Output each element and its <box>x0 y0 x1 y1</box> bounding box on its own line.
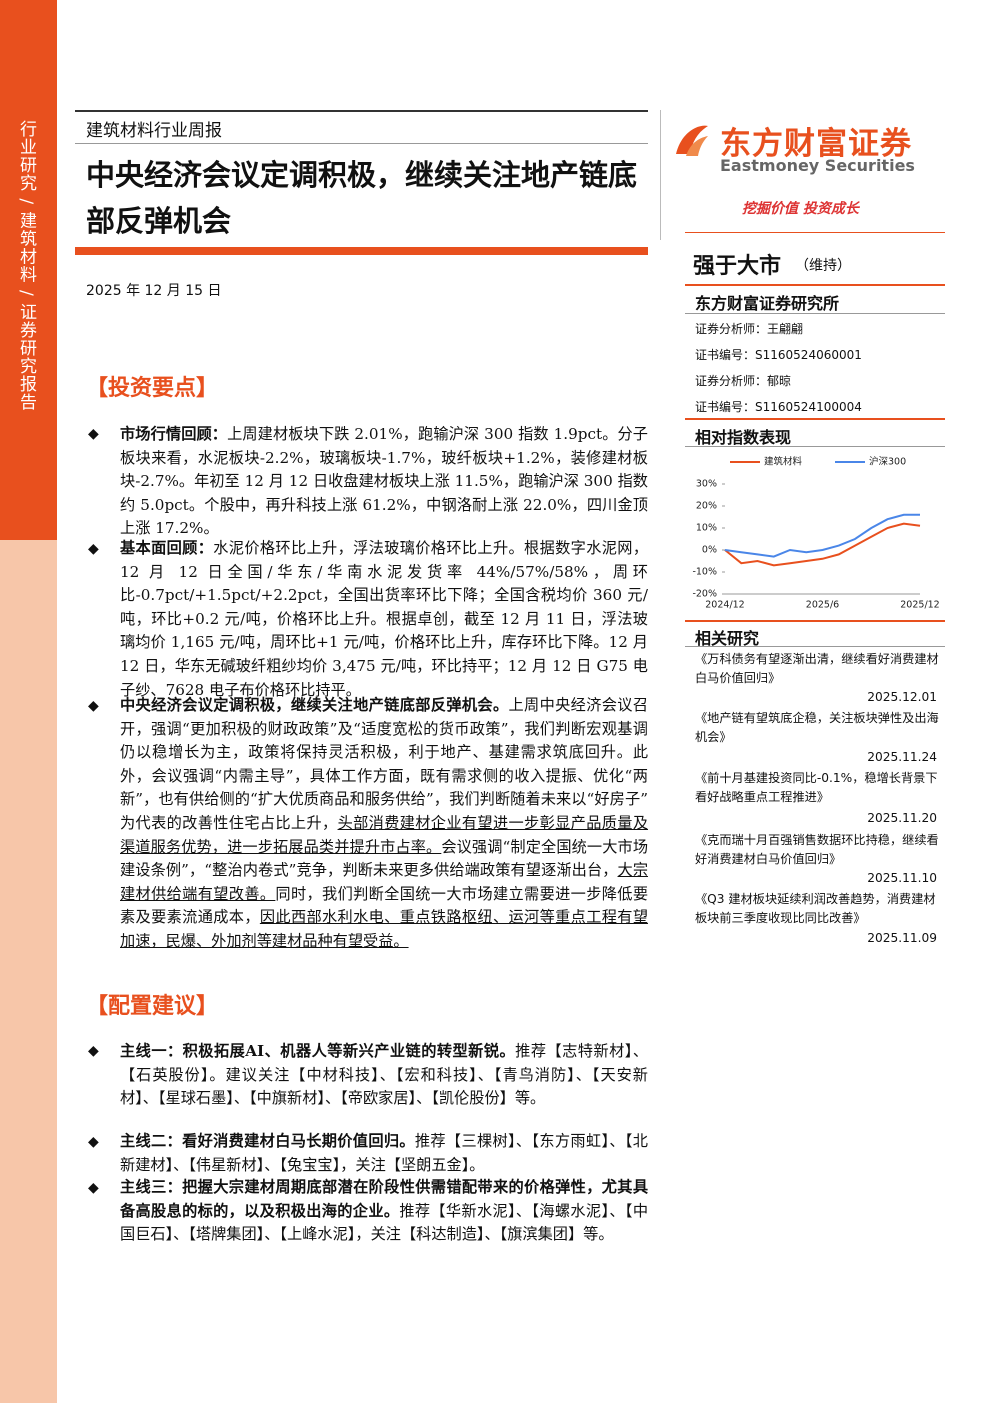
lead: 主线一：积极拓展AI、机器人等新兴产业链的转型新锐。 <box>120 1042 516 1060</box>
related-title: 《Q3 建材板块延续利润改善趋势，消费建材板块前三季度收现比同比改善》 <box>695 892 936 925</box>
role: 证书编号： <box>695 348 756 362</box>
x-tick-label: 2024/12 <box>705 600 744 611</box>
rule <box>685 646 945 647</box>
lead: 主线二：看好消费建材白马长期价值回归。 <box>120 1132 415 1150</box>
chart: -20% -10% 0% 10% 20% 30% 2024/12 2025/6 2025/12 建… <box>692 456 939 611</box>
body-highlight: 大宗建材供给端有望改善。 <box>120 861 649 903</box>
body: 水泥价格环比上升，浮法玻璃价格环比上升。根据数字水泥网，12 月 12 日全国/… <box>120 539 649 699</box>
lead: 基本面回顾： <box>120 539 214 557</box>
related-title: 《地产链有望筑底企稳，关注板块弹性及出海机会》 <box>695 711 939 744</box>
legend-label: 沪深300 <box>869 456 906 468</box>
bullet: ◆ <box>88 698 99 714</box>
sidebar <box>0 0 57 540</box>
suggestion: 主线三：把握大宗建材周期底部潜在阶段性供需错配带来的价格弹性，尤其具备高股息的标… <box>120 1176 648 1247</box>
divider <box>660 110 661 240</box>
point: 基本面回顾：水泥价格环比上升，浮法玻璃价格环比上升。根据数字水泥网，12 月 1… <box>120 537 648 702</box>
section-heading: 【配置建议】 <box>86 993 219 1019</box>
legend-label: 建筑材料 <box>764 456 803 468</box>
lead: 主线三：把握大宗建材周期底部潜在阶段性供需错配带来的价格弹性，尤其具备高股息的标… <box>120 1178 648 1220</box>
report-date: 2025 年 12 月 15 日 <box>86 283 222 299</box>
rule <box>685 446 945 447</box>
section-heading: 【投资要点】 <box>86 375 219 401</box>
related-date: 2025.11.20 <box>867 811 937 825</box>
value: S1160524060001 <box>755 348 862 362</box>
rating: 强于大市 <box>693 254 782 279</box>
related-date: 2025.11.24 <box>867 750 937 764</box>
y-tick-label: 30% <box>696 479 717 490</box>
role: 证书编号： <box>695 400 756 414</box>
y-tick-label: 10% <box>696 523 717 534</box>
body: 上周中央经济会议召开，强调“更加积极的财政政策”及“适度宽松的货币政策”，我们判… <box>120 696 649 832</box>
related-date: 2025.12.01 <box>867 690 937 704</box>
logo-icon <box>676 125 708 156</box>
y-tick-label: 0% <box>702 545 717 556</box>
analyst: 证券分析师：王翩翩 <box>695 320 803 337</box>
body: 推荐【三棵树】、【东方雨虹】、【北新建材】、【伟星新材】、【兔宝宝】，关注【坚朗… <box>120 1132 648 1174</box>
related-heading: 相关研究 <box>695 629 760 648</box>
body-highlight: 头部消费建材企业有望进一步彰显产品质量及渠道服务优势，进一步拓展品类并提升市占率… <box>120 813 649 856</box>
lead: 中央经济会议定调积极，继续关注地产链底部反弹机会。 <box>120 696 509 714</box>
series-line <box>724 513 920 558</box>
x-tick-label: 2025/6 <box>806 600 839 611</box>
bullet: ◆ <box>88 1134 99 1150</box>
body: 会议强调“制定全国统一大市场建设条例”，“整治内卷式”竞争，判断未来更多供给端政… <box>120 837 649 880</box>
brand-name: 东方财富证券 <box>720 126 912 162</box>
analyst: 证书编号：S1160524100004 <box>695 398 862 415</box>
body: 同时，我们判断全国统一大市场建立需要进一步降低要素及要素流通成本， <box>120 884 649 927</box>
bullet: ◆ <box>88 541 99 557</box>
rule <box>685 418 945 420</box>
rule <box>685 284 945 286</box>
rule <box>685 313 945 314</box>
related-title: 《万科债务有望逐渐出清，继续看好消费建材白马价值回归》 <box>695 652 939 685</box>
point: 市场行情回顾：上周建材板块下跌 2.01%，跑输沪深 300 指数 1.9pct… <box>120 423 648 541</box>
bullet: ◆ <box>88 426 99 442</box>
body: 推荐【华新水泥】、【海螺水泥】、【中国巨石】、【塔牌集团】、【上峰水泥】，关注【… <box>120 1201 649 1244</box>
rule <box>75 110 648 112</box>
rule <box>75 143 648 144</box>
role: 证券分析师： <box>695 374 768 388</box>
value: S1160524100004 <box>755 400 862 414</box>
related-date: 2025.11.10 <box>867 871 937 885</box>
suggestion: 主线一：积极拓展AI、机器人等新兴产业链的转型新锐。推荐【志特新材】、【石英股份… <box>120 1040 648 1111</box>
x-tick-label: 2025/12 <box>900 600 939 611</box>
accent-bar <box>75 247 648 255</box>
lead: 市场行情回顾： <box>120 425 228 443</box>
report-title: 中央经济会议定调积极，继续关注地产链底部反弹机会 <box>86 158 638 238</box>
institute: 东方财富证券研究所 <box>695 294 840 313</box>
role: 证券分析师： <box>695 322 768 336</box>
analyst: 证书编号：S1160524060001 <box>695 346 862 363</box>
point: 中央经济会议定调积极，继续关注地产链底部反弹机会。上周中央经济会议召开，强调“更… <box>120 694 648 954</box>
bullet: ◆ <box>88 1043 99 1059</box>
brand-name-en: Eastmoney Securities <box>720 156 915 175</box>
sidebar-text: 行业研究 / 建筑材料 / 证券研究报告 <box>16 120 36 412</box>
analyst: 证券分析师：郁晾 <box>695 372 791 389</box>
body: 推荐【志特新材】、【石英股份】。建议关注【中材科技】、【宏和科技】、【青鸟消防】… <box>120 1042 649 1108</box>
report-category: 建筑材料行业周报 <box>86 121 222 141</box>
rule <box>685 620 945 622</box>
chart-heading: 相对指数表现 <box>695 428 792 447</box>
value: 郁晾 <box>767 374 792 388</box>
related-title: 《前十月基建投资同比-0.1%，稳增长背景下看好战略重点工程推进》 <box>695 771 938 804</box>
related-date: 2025.11.09 <box>867 931 937 945</box>
rule <box>685 232 945 233</box>
sidebar-lower <box>0 540 57 1403</box>
body: 上周建材板块下跌 2.01%，跑输沪深 300 指数 1.9pct。分子板块来看… <box>120 425 648 538</box>
series-line <box>724 522 921 567</box>
value: 王翩翩 <box>767 322 804 336</box>
rating-status: （维持） <box>795 258 851 274</box>
body-highlight: 因此西部水利水电、重点铁路枢纽、运河等重点工程有望加速，民爆、外加剂等建材品种有… <box>120 908 649 950</box>
slogan: 挖掘价值 投资成长 <box>742 201 859 217</box>
y-tick-label: 20% <box>696 501 717 512</box>
y-tick-label: -20% <box>692 589 717 600</box>
y-tick-label: -10% <box>692 567 717 578</box>
related-title: 《克而瑞十月百强销售数据环比持稳，继续看好消费建材白马价值回归》 <box>695 833 939 866</box>
suggestion: 主线二：看好消费建材白马长期价值回归。推荐【三棵树】、【东方雨虹】、【北新建材】… <box>120 1130 648 1177</box>
bullet: ◆ <box>88 1180 99 1196</box>
